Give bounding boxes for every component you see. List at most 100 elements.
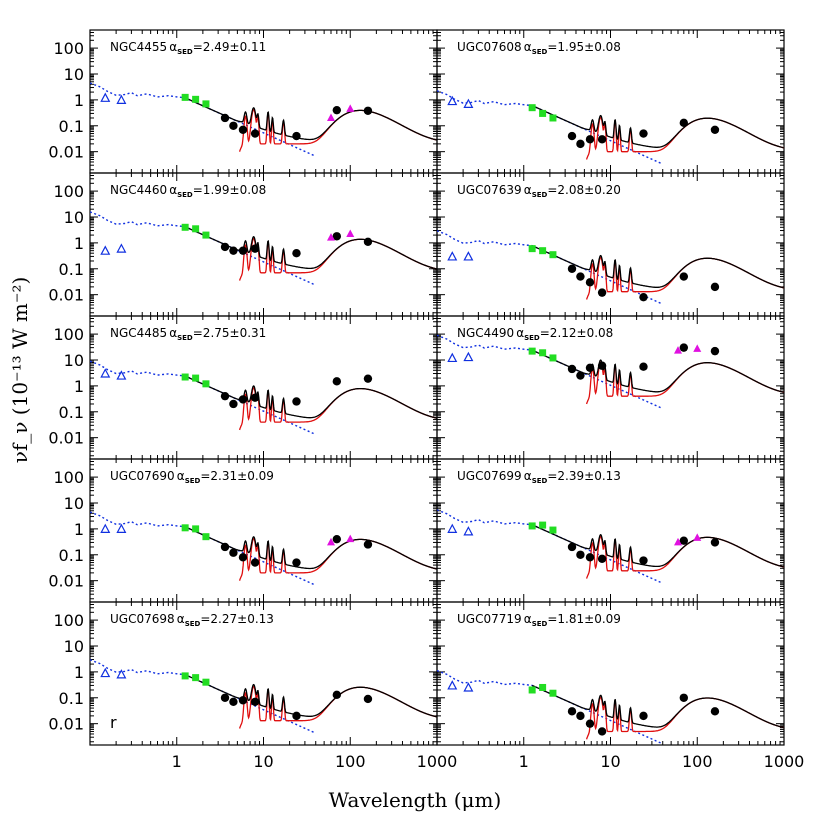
galaxy-name: UGC07639 <box>457 183 522 197</box>
stellar-model-line <box>437 90 662 165</box>
ir-circle-point <box>229 548 238 557</box>
y-tick-label: 100 <box>53 468 84 487</box>
y-tick-label: 1 <box>74 377 84 396</box>
ir-circle-point <box>292 711 301 721</box>
panel-letter: r <box>110 713 117 732</box>
y-tick-label: 10 <box>64 494 84 513</box>
x-tick-label: 1 <box>519 752 529 771</box>
iras-triangle-point <box>327 233 336 241</box>
y-tick-label: 1 <box>74 663 84 682</box>
total-model-line <box>531 105 784 149</box>
ir-circle-point <box>585 719 595 728</box>
iras-triangle-point <box>346 534 355 543</box>
ir-circle-point <box>229 121 238 130</box>
nir-square-point <box>202 100 210 108</box>
ir-circle-point <box>229 399 238 409</box>
uv-triangle-point <box>447 680 458 690</box>
ir-circle-point <box>238 125 248 134</box>
ir-circle-point <box>597 288 607 297</box>
sed-panel: 100 10 1 0.1 0.01 NGC4485 αSED=2.75±0.31 <box>48 315 438 460</box>
iras-triangle-point <box>674 346 683 354</box>
nir-square-point <box>202 533 210 541</box>
ir-circle-point <box>567 131 577 141</box>
ir-circle-point <box>710 282 720 292</box>
uv-triangle-point <box>463 526 474 536</box>
nir-square-point <box>192 525 200 533</box>
ir-circle-point <box>220 242 230 252</box>
nir-square-point <box>539 247 547 255</box>
ir-circle-point <box>710 346 720 356</box>
nir-square-point <box>528 522 536 530</box>
uv-triangle-point <box>116 94 127 104</box>
y-tick-label: 10 <box>64 637 84 656</box>
alpha-label: αSED=1.81±0.09 <box>524 612 621 628</box>
alpha-label: αSED=2.27±0.13 <box>177 612 274 628</box>
x-tick-label: 10 <box>600 752 620 771</box>
ir-circle-point <box>567 542 577 552</box>
galaxy-name: NGC4460 <box>110 183 167 197</box>
y-tick-label: 1 <box>74 520 84 539</box>
ir-circle-point <box>250 393 260 402</box>
uv-triangle-point <box>447 352 458 363</box>
ir-circle-point <box>639 129 648 138</box>
y-tick-label: 10 <box>64 208 84 227</box>
y-tick-label: 0.01 <box>48 429 84 448</box>
ir-circle-point <box>639 362 648 371</box>
y-tick-label: 0.01 <box>48 143 84 162</box>
y-tick-label: 100 <box>53 325 84 344</box>
ir-circle-point <box>363 540 373 549</box>
y-tick-label: 0.01 <box>48 286 84 305</box>
ir-circle-point <box>679 118 689 128</box>
ir-circle-point <box>576 550 585 559</box>
sed-panel: UGC07699 αSED=2.39±0.13 <box>436 458 785 603</box>
iras-triangle-point <box>327 537 336 546</box>
galaxy-name: NGC4490 <box>457 326 514 340</box>
ir-circle-point <box>363 694 373 704</box>
alpha-label: αSED=2.12±0.08 <box>516 326 613 342</box>
ir-circle-point <box>679 272 689 281</box>
galaxy-name: UGC07608 <box>457 40 522 54</box>
alpha-label: αSED=2.31±0.09 <box>177 469 274 485</box>
uv-triangle-point <box>463 682 474 692</box>
sed-panel: UGC07719 αSED=1.81±0.09 <box>436 601 785 746</box>
nir-square-point <box>202 380 210 388</box>
stellar-model-line <box>437 669 662 744</box>
ir-circle-point <box>597 554 607 563</box>
iras-triangle-point <box>346 229 355 238</box>
ir-circle-point <box>332 377 342 386</box>
stellar-model-line <box>90 360 315 435</box>
iras-triangle-point <box>693 344 702 352</box>
ir-circle-point <box>639 711 648 721</box>
ir-circle-point <box>576 272 585 281</box>
y-tick-label: 0.1 <box>59 117 84 136</box>
ir-circle-point <box>597 727 607 736</box>
ir-circle-point <box>250 244 260 253</box>
ir-circle-point <box>567 707 577 716</box>
y-tick-label: 0.1 <box>59 689 84 708</box>
nir-square-point <box>549 354 557 362</box>
ir-circle-point <box>679 693 689 702</box>
nir-square-point <box>539 349 547 357</box>
y-tick-label: 1 <box>74 91 84 110</box>
ir-circle-point <box>576 139 585 149</box>
galaxy-name: NGC4485 <box>110 326 167 340</box>
ir-circle-point <box>679 536 689 545</box>
y-tick-label: 0.1 <box>59 403 84 422</box>
nir-square-point <box>192 374 200 382</box>
ir-circle-point <box>363 237 373 247</box>
alpha-label: αSED=2.49±0.11 <box>169 40 266 56</box>
uv-triangle-point <box>100 523 111 533</box>
stellar-model-line <box>90 82 315 157</box>
ir-circle-point <box>576 371 585 380</box>
ir-circle-point <box>292 397 301 406</box>
nir-square-point <box>528 104 536 112</box>
iras-triangle-point <box>674 537 683 546</box>
uv-triangle-point <box>100 667 111 678</box>
nir-square-point <box>181 373 189 381</box>
nir-square-point <box>202 678 210 686</box>
y-tick-label: 0.01 <box>48 715 84 734</box>
x-tick-label: 100 <box>335 752 366 771</box>
nir-square-point <box>192 674 200 682</box>
uv-triangle-point <box>447 251 458 261</box>
uv-triangle-point <box>100 92 111 102</box>
